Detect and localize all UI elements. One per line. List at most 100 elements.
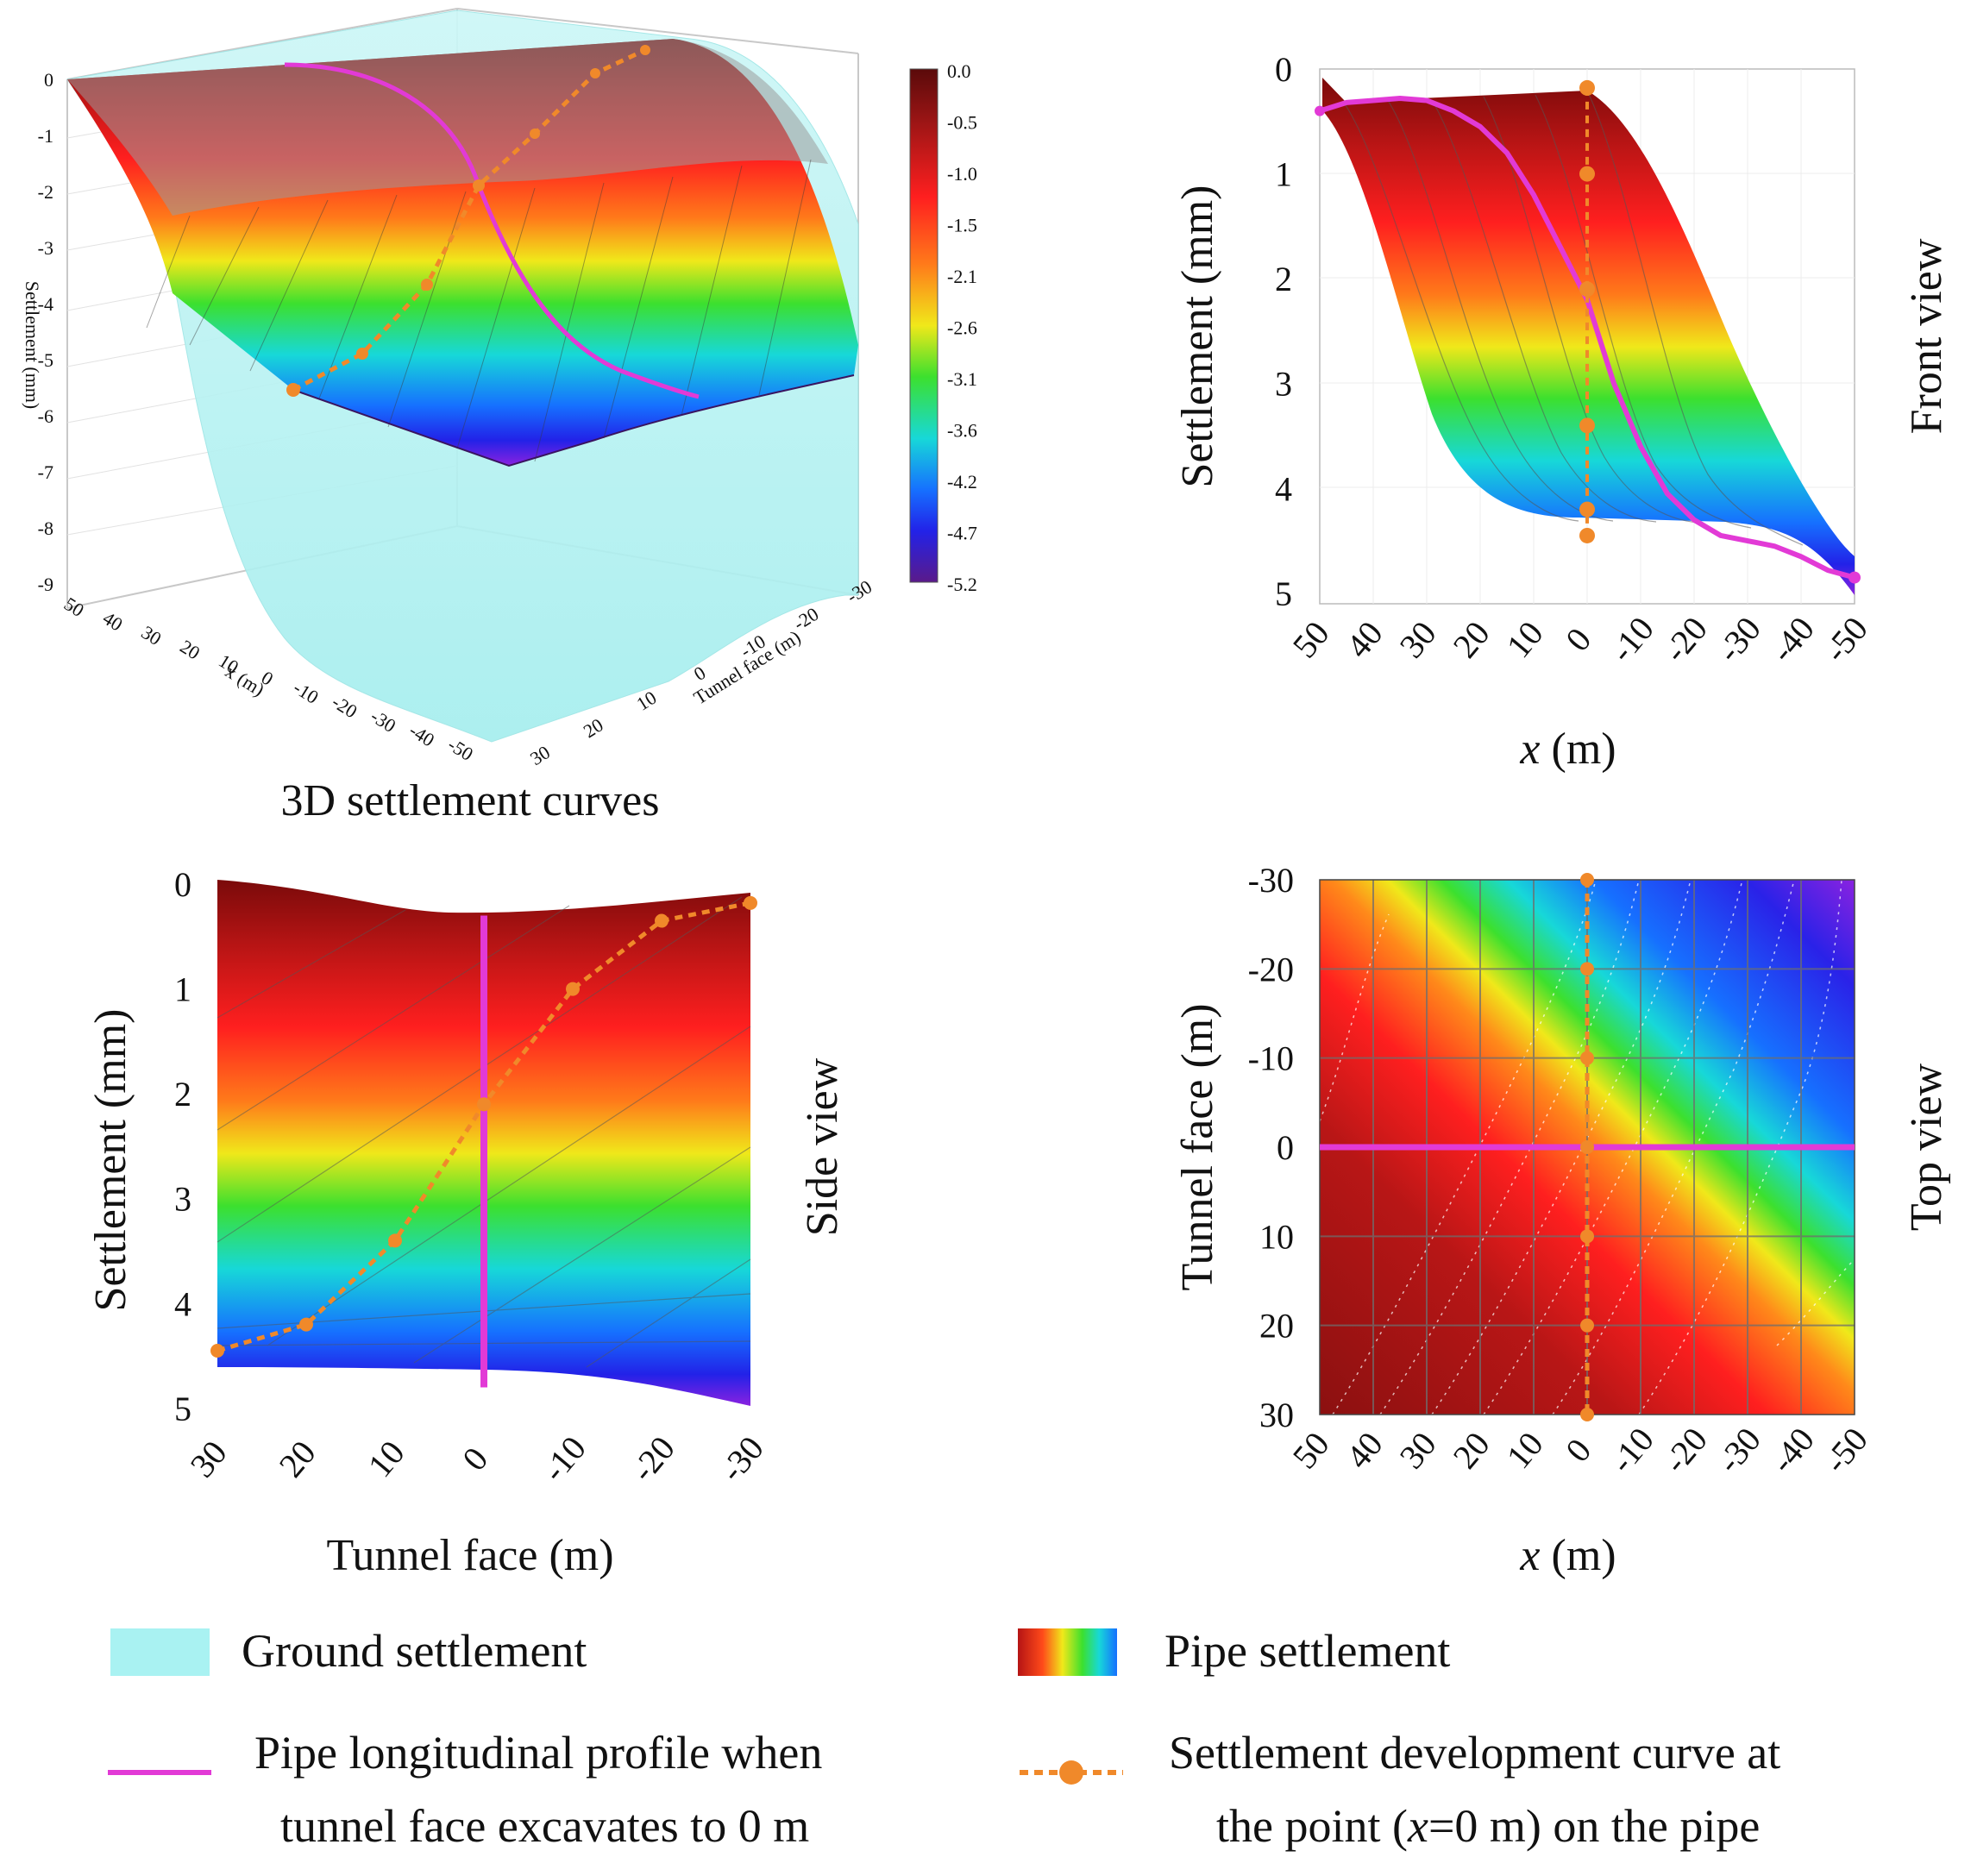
colorbar-tick-label: -4.2 bbox=[947, 471, 977, 493]
side-surface-mesh bbox=[217, 896, 751, 1368]
front-x-tick-label: -40 bbox=[1762, 609, 1822, 669]
top-y-tick-label: -20 bbox=[1248, 950, 1294, 988]
front-y-tick-label: 4 bbox=[1275, 469, 1292, 508]
front-view-label: Front view bbox=[1902, 238, 1951, 434]
front-x-tick-label: -50 bbox=[1816, 609, 1875, 669]
top-development-point bbox=[1580, 873, 1594, 887]
legend-dev-text-x: x bbox=[1407, 1800, 1428, 1852]
3d-development-point bbox=[286, 383, 300, 397]
top-series bbox=[1320, 873, 1855, 1421]
side-y-tick-label: 2 bbox=[174, 1075, 191, 1114]
top-x-axis-label: x (m) bbox=[1519, 1531, 1616, 1580]
top-development-point bbox=[1580, 962, 1594, 976]
side-development-point bbox=[299, 1317, 313, 1332]
3d-z-tick-label: -9 bbox=[38, 574, 53, 595]
side-x-tick-label: -10 bbox=[534, 1428, 593, 1489]
front-x-tick-label: 0 bbox=[1558, 620, 1598, 658]
legend-profile-label-line1: Pipe longitudinal profile when bbox=[254, 1727, 822, 1779]
3d-profile-curve bbox=[284, 62, 700, 399]
3d-x-tick-label: 30 bbox=[138, 621, 166, 649]
side-x-tick-label: -30 bbox=[712, 1428, 771, 1489]
front-y-tick-labels: 0 1 2 3 4 5 bbox=[1275, 50, 1292, 613]
side-y-tick-label: 5 bbox=[174, 1390, 191, 1428]
top-y-tick-label: -30 bbox=[1248, 861, 1294, 900]
front-x-tick-label: -30 bbox=[1709, 609, 1768, 669]
3d-z-tick-label: -3 bbox=[38, 237, 53, 259]
pipe-surface-mesh bbox=[146, 159, 812, 462]
front-y-tick-label: 5 bbox=[1275, 574, 1292, 613]
front-series bbox=[1315, 79, 1861, 584]
3d-x-tick-label: -20 bbox=[329, 691, 361, 723]
side-y-axis-label: Settlement (mm) bbox=[86, 1009, 135, 1312]
top-y-tick-labels: -30 -20 -10 0 10 20 30 bbox=[1248, 861, 1294, 1434]
3d-x-tick-label: -40 bbox=[405, 719, 438, 751]
front-x-tick-label: 40 bbox=[1339, 614, 1390, 666]
colorbar bbox=[909, 68, 938, 583]
colorbar-tick-label: -5.2 bbox=[947, 574, 977, 595]
3d-x-tick-label: -10 bbox=[290, 676, 323, 708]
front-y-tick-label: 1 bbox=[1275, 155, 1292, 194]
front-y-tick-label: 3 bbox=[1275, 365, 1292, 404]
front-development-point bbox=[1579, 417, 1595, 434]
top-development-point bbox=[1580, 1140, 1594, 1154]
colorbar-tick-label: -1.5 bbox=[947, 215, 977, 236]
top-development-point bbox=[1580, 1051, 1594, 1065]
front-development-point bbox=[1579, 166, 1595, 182]
top-development-point bbox=[1580, 1408, 1594, 1421]
top-x-tick-label: 10 bbox=[1499, 1425, 1551, 1477]
panel-top-view: 50 40 30 20 10 0 -10-20-30-40-50 -30-20-100102… bbox=[1173, 861, 1951, 1580]
3d-z-tick-label: -8 bbox=[38, 518, 53, 539]
top-x-tick-label: 40 bbox=[1339, 1425, 1390, 1477]
colorbar-tick-label: 0.0 bbox=[947, 60, 971, 82]
3d-z-tick-label: -7 bbox=[38, 461, 53, 483]
front-x-axis-label: x (m) bbox=[1519, 725, 1616, 774]
3d-x-tick-label: 20 bbox=[176, 636, 204, 664]
3d-development-point bbox=[473, 179, 485, 191]
front-x-tick-label: 20 bbox=[1446, 614, 1497, 666]
top-x-tick-labels: 50 40 30 20 10 0 -10-20-30-40-50 bbox=[1285, 1420, 1875, 1480]
colorbar-tick-label: -1.0 bbox=[947, 163, 977, 185]
top-contour-lines bbox=[1319, 879, 1855, 1415]
3d-x-tick-label: -30 bbox=[367, 705, 399, 737]
3d-development-point bbox=[356, 348, 368, 360]
side-development-point bbox=[744, 895, 757, 910]
top-y-tick-label: 20 bbox=[1259, 1307, 1294, 1346]
side-y-tick-label: 0 bbox=[174, 865, 191, 904]
colorbar-tick-label: -0.5 bbox=[947, 112, 977, 134]
front-development-point bbox=[1579, 281, 1595, 298]
colorbar-tick-label: -4.7 bbox=[947, 523, 977, 544]
legend-dev-text-a: the point ( bbox=[1216, 1800, 1408, 1852]
legend-ground-label: Ground settlement bbox=[242, 1625, 587, 1677]
panel-3d: 0 -1 -2 -3 -4 -5 -6 -7 -8 -9 Settlement (mm) 50 40… bbox=[22, 8, 977, 825]
top-x-tick-label: -10 bbox=[1602, 1420, 1661, 1480]
front-profile-endpoint bbox=[1315, 105, 1325, 116]
3d-x-axis-label: x (m) bbox=[222, 660, 268, 700]
top-x-tick-label: -50 bbox=[1816, 1420, 1875, 1480]
side-development-point bbox=[655, 913, 669, 928]
side-x-tick-label: -20 bbox=[623, 1428, 682, 1489]
side-x-tick-label: 30 bbox=[183, 1434, 235, 1485]
3d-x-tick-label: -50 bbox=[444, 733, 477, 765]
side-y-tick-label: 1 bbox=[174, 970, 191, 1009]
front-x-tick-label: 10 bbox=[1499, 614, 1551, 666]
legend-development-marker bbox=[1059, 1760, 1083, 1785]
pipe-surface-front-edge bbox=[292, 374, 855, 467]
legend-pipe-label: Pipe settlement bbox=[1164, 1625, 1450, 1677]
side-x-axis-label: Tunnel face (m) bbox=[326, 1531, 613, 1580]
3d-chart-title: 3D settlement curves bbox=[281, 776, 660, 825]
3d-z-tick-labels: 0 -1 -2 -3 -4 -5 -6 -7 -8 -9 bbox=[38, 69, 53, 595]
3d-z-tick-label: -6 bbox=[38, 405, 53, 427]
front-x-tick-label: -10 bbox=[1602, 609, 1661, 669]
legend-development-label-line1: Settlement development curve at bbox=[1169, 1727, 1780, 1779]
front-x-tick-label: -20 bbox=[1655, 609, 1715, 669]
top-view-label: Top view bbox=[1902, 1063, 1951, 1231]
3d-z-tick-label: 0 bbox=[44, 69, 53, 91]
3d-z-tick-label: -5 bbox=[38, 349, 53, 371]
side-view-label: Side view bbox=[798, 1057, 847, 1236]
3d-x-tick-label: 40 bbox=[99, 607, 127, 636]
legend: Ground settlement Pipe settlement Pipe l… bbox=[108, 1625, 1780, 1852]
legend-pipe-swatch bbox=[1018, 1628, 1117, 1676]
